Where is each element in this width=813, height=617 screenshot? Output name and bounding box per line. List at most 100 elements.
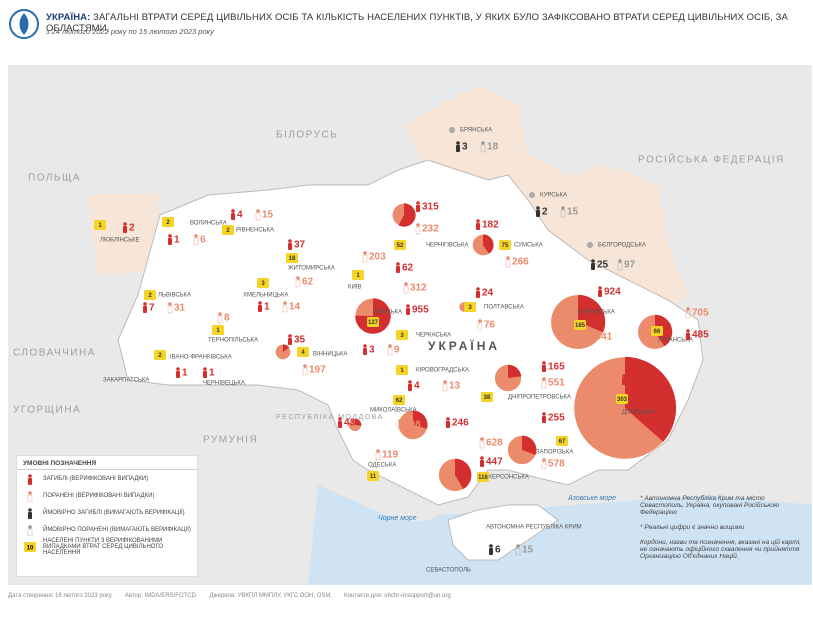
title: УКРАЇНА: ЗАГАЛЬНІ ВТРАТИ СЕРЕД ЦИВІЛЬНИХ… xyxy=(46,12,808,34)
settlement-count: 2 xyxy=(148,293,152,299)
icon-head xyxy=(288,334,292,338)
icon-head xyxy=(176,367,180,371)
person-icon xyxy=(123,222,127,233)
casualty-count: 2041 xyxy=(590,332,613,343)
settlement-box xyxy=(396,365,408,375)
settlement-box xyxy=(394,240,406,250)
person-icon xyxy=(27,490,33,502)
pie-killed xyxy=(355,418,362,426)
region-label: ДНІПРОПЕТРОВСЬКА xyxy=(508,395,571,401)
person-icon xyxy=(28,473,32,485)
icon-body xyxy=(456,145,460,152)
icon-head xyxy=(398,419,402,423)
person-icon xyxy=(477,319,483,331)
casualty-count: 447 xyxy=(486,457,503,468)
title-text: ЗАГАЛЬНІ ВТРАТИ СЕРЕД ЦИВІЛЬНИХ ОСІБ ТА … xyxy=(46,12,788,34)
legend-item: ЙМОВІРНО ПОРАНЕНІ (ВИМАГАЮТЬ ВЕРИФІКАЦІЇ… xyxy=(17,521,197,538)
settlement-box xyxy=(393,395,405,405)
casualty-count: 1 xyxy=(264,302,270,313)
person-icon xyxy=(397,419,403,431)
icon-head xyxy=(28,473,32,478)
icon-body xyxy=(583,334,589,343)
icon-body xyxy=(28,477,32,485)
casualty-count: 598 xyxy=(404,420,421,431)
settlement-count: 2 xyxy=(226,228,230,234)
settlement-box xyxy=(464,302,476,312)
region-label: КИЇВ xyxy=(348,284,361,291)
legend-icon xyxy=(27,490,33,502)
casualty-count: 3810 xyxy=(628,375,651,386)
settlement-box xyxy=(574,320,586,330)
legend-icon: 10 xyxy=(24,541,36,552)
settlement-box xyxy=(286,253,298,263)
person-icon xyxy=(442,380,448,392)
icon-head xyxy=(416,223,420,227)
legend: УМОВНІ ПОЗНАЧЕННЯ ЗАГИБЛІ (ВЕРИФІКОВАНІ … xyxy=(16,455,198,577)
icon-head xyxy=(143,302,147,306)
icon-body xyxy=(446,421,450,428)
icon-body xyxy=(123,226,127,233)
region-label: СУМСЬКА xyxy=(514,243,543,249)
icon-head xyxy=(591,259,595,263)
city-label: СЕВАСТОПОЛЬ xyxy=(426,568,471,574)
icon-body xyxy=(476,223,480,230)
casualty-count: 578 xyxy=(548,459,565,470)
ukraine xyxy=(117,159,704,506)
settlement-box xyxy=(222,225,234,235)
pie-killed xyxy=(483,234,494,254)
settlement-box xyxy=(24,541,36,552)
region-label: КИЇВСЬКА xyxy=(373,309,402,316)
region-dot xyxy=(587,242,593,248)
icon-body xyxy=(542,365,546,372)
person-icon xyxy=(167,302,173,314)
poland-region xyxy=(88,193,160,275)
settlement-box xyxy=(257,278,269,288)
casualty-count: 24 xyxy=(482,288,494,299)
casualty-count: 43 xyxy=(344,418,356,429)
region-label: ПОЛТАВСЬКА xyxy=(484,305,524,311)
icon-head xyxy=(123,222,127,226)
casualty-count: 7 xyxy=(149,303,155,314)
icon-head xyxy=(256,209,260,213)
pie-killed xyxy=(283,344,290,352)
settlement-count: 67 xyxy=(559,439,566,445)
person-icon xyxy=(282,301,288,313)
icon-body xyxy=(480,460,484,467)
casualty-count: 35 xyxy=(294,335,306,346)
region-label: ХМЕЛЬНИЦЬКА xyxy=(243,293,288,299)
settlement-box xyxy=(212,325,224,335)
icon-head xyxy=(489,544,493,548)
icon-body xyxy=(591,263,595,270)
notes: * Автономна Республіка Крим та місто Сев… xyxy=(640,495,805,568)
person-icon xyxy=(415,223,421,235)
casualty-count: 4 xyxy=(414,381,420,392)
person-icon xyxy=(143,302,147,313)
icon-body xyxy=(622,378,626,385)
icon-head xyxy=(406,304,410,308)
person-icon xyxy=(479,437,485,449)
casualty-count: 9 xyxy=(394,345,400,356)
settlement-count: 3 xyxy=(261,281,265,287)
icon-body xyxy=(338,421,342,428)
settlement-count: 2 xyxy=(158,353,162,359)
icon-body xyxy=(536,210,540,217)
casualty-count: 628 xyxy=(486,438,503,449)
icon-body xyxy=(288,338,292,345)
person-icon xyxy=(685,307,691,319)
person-icon xyxy=(595,425,601,437)
region-label: РІВНЕНСЬКА xyxy=(236,228,274,234)
icon-body xyxy=(302,367,308,376)
casualty-count: 2 xyxy=(129,223,135,234)
region-label: ВОЛИНСЬКА xyxy=(190,221,227,227)
icon-body xyxy=(397,422,403,431)
person-icon xyxy=(541,377,547,389)
icon-body xyxy=(477,322,483,331)
icon-body xyxy=(27,528,33,536)
settlement-count: 3 xyxy=(400,333,404,339)
person-icon xyxy=(476,287,480,298)
icon-head xyxy=(516,544,520,548)
casualty-count: 203 xyxy=(369,252,386,263)
settlement-box xyxy=(352,270,364,280)
icon-body xyxy=(143,306,147,313)
icon-head xyxy=(542,412,546,416)
